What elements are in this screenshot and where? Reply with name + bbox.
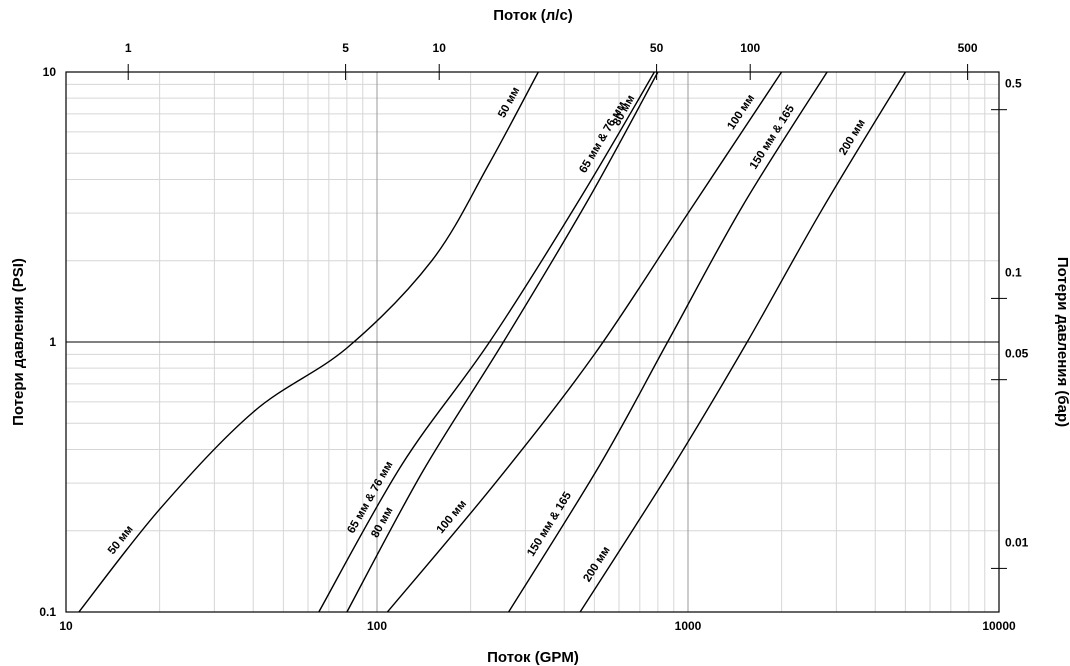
x2-tick-label: 100 bbox=[740, 41, 760, 55]
series-line bbox=[318, 71, 656, 613]
x2-tick-label: 50 bbox=[650, 41, 664, 55]
y2-tick-label: 0.01 bbox=[1005, 535, 1029, 549]
y2-tick-label: 0.5 bbox=[1005, 77, 1022, 91]
x-tick-label: 1000 bbox=[675, 619, 702, 633]
x-tick-label: 100 bbox=[367, 619, 387, 633]
plot-frame bbox=[65, 71, 1000, 613]
y-tick-label: 0.1 bbox=[39, 605, 56, 619]
x-axis-title: Поток (GPM) bbox=[487, 649, 579, 666]
series-line bbox=[78, 71, 539, 613]
x-tick-label: 10 bbox=[59, 619, 73, 633]
right-axis-title: Потери давления (бар) bbox=[1054, 257, 1070, 427]
series-label: 50 мм bbox=[106, 523, 136, 556]
x-tick-label: 10000 bbox=[982, 619, 1016, 633]
series-label: 50 мм bbox=[496, 85, 522, 120]
series-label: 80 мм bbox=[369, 505, 395, 540]
series-label: 150 мм & 165 bbox=[748, 103, 798, 172]
major-gridlines bbox=[66, 72, 999, 612]
ticks-layer bbox=[127, 64, 1007, 569]
series-line bbox=[579, 71, 906, 613]
series-label: 150 мм & 165 bbox=[525, 490, 574, 559]
x2-tick-label: 5 bbox=[342, 41, 349, 55]
labels-layer: 10 100 1000 10000 0.1 1 10 1 5 10 50 100 500 0.5 0.1 0.… bbox=[39, 41, 1028, 633]
y-tick-label: 10 bbox=[43, 65, 57, 79]
x2-tick-label: 500 bbox=[958, 41, 978, 55]
y2-tick-label: 0.1 bbox=[1005, 265, 1022, 279]
curves-layer bbox=[78, 71, 906, 613]
series-line bbox=[346, 71, 659, 613]
x2-tick-label: 1 bbox=[125, 41, 132, 55]
series-line bbox=[508, 71, 828, 613]
x2-tick-label: 10 bbox=[433, 41, 447, 55]
y-axis-title: Потери давления (PSI) bbox=[10, 258, 27, 426]
top-axis-title: Поток (л/с) bbox=[493, 7, 573, 24]
y-tick-label: 1 bbox=[49, 335, 56, 349]
series-line bbox=[386, 71, 783, 613]
series-label: 200 мм bbox=[837, 117, 868, 157]
series-label: 200 мм bbox=[581, 545, 612, 585]
y2-tick-label: 0.05 bbox=[1005, 347, 1029, 361]
